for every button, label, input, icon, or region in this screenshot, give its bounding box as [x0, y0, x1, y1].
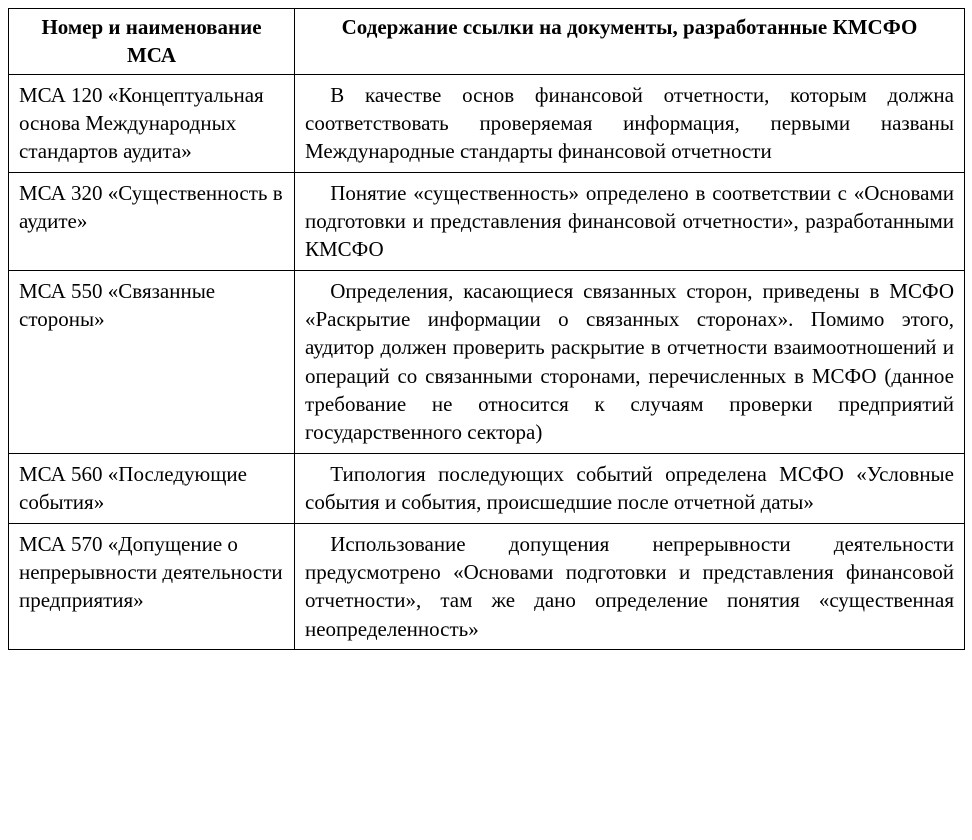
msa-name: МСА 560 «Последующие события»: [9, 453, 295, 523]
table-row: МСА 120 «Концептуаль­ная основа Междунар…: [9, 74, 965, 172]
table-row: МСА 570 «Допущение о непрерывности деяте…: [9, 523, 965, 649]
msa-name: МСА 550 «Связанные стороны»: [9, 270, 295, 453]
msa-content: Определения, касающиеся связанных сторон…: [295, 270, 965, 453]
header-col-content: Содержание ссылки на документы, разработ…: [295, 9, 965, 75]
msa-name: МСА 120 «Концептуаль­ная основа Междунар…: [9, 74, 295, 172]
header-col-name: Номер и наименование МСА: [9, 9, 295, 75]
msa-content: Понятие «существенность» определено в со…: [295, 172, 965, 270]
table-header-row: Номер и наименование МСА Содержание ссыл…: [9, 9, 965, 75]
table-row: МСА 320 «Существен­ность в аудите» Понят…: [9, 172, 965, 270]
msa-name: МСА 570 «Допущение о непрерывности деяте…: [9, 523, 295, 649]
msa-name: МСА 320 «Существен­ность в аудите»: [9, 172, 295, 270]
msa-table: Номер и наименование МСА Содержание ссыл…: [8, 8, 965, 650]
msa-content: Типология последующих событий определена…: [295, 453, 965, 523]
table-row: МСА 560 «Последующие события» Типология …: [9, 453, 965, 523]
msa-content: Использование допущения непрерывности де…: [295, 523, 965, 649]
msa-content: В качестве основ финансовой отчетности, …: [295, 74, 965, 172]
table-row: МСА 550 «Связанные стороны» Определения,…: [9, 270, 965, 453]
